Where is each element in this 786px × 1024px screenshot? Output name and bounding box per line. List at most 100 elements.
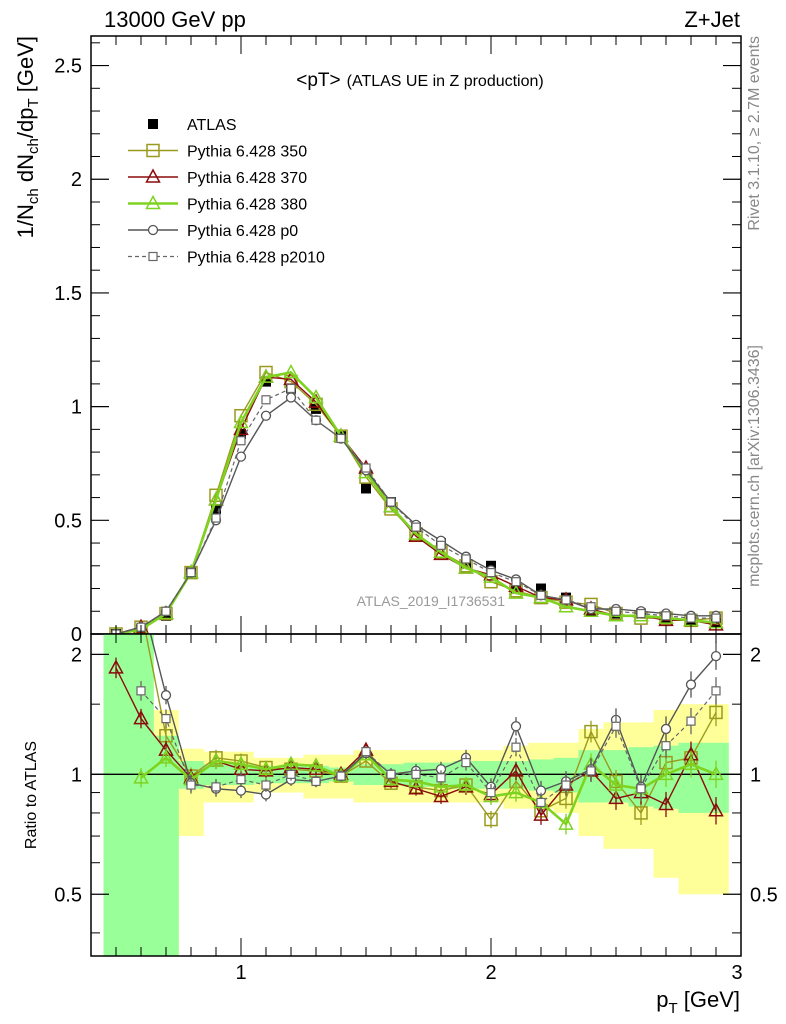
ratio-y-tick-label: 0.5 [54, 884, 82, 906]
legend-marker [145, 194, 161, 210]
ratio-point [536, 797, 546, 808]
ratio-point [511, 742, 521, 752]
ratio-point [584, 724, 598, 739]
ratio-point [408, 780, 424, 795]
ratio-point [158, 749, 174, 764]
x-tick-label: 3 [731, 962, 742, 984]
ratio-point [261, 780, 271, 790]
legend-label: Pythia 6.428 380 [187, 197, 307, 214]
main-point [233, 413, 249, 429]
ratio-point [561, 780, 571, 790]
y-tick-label: 0.5 [54, 510, 82, 532]
legend-label: Pythia 6.428 350 [187, 144, 307, 161]
ratio-point [137, 592, 146, 601]
ratio-point [135, 603, 147, 615]
ratio-point [484, 812, 498, 827]
legend-entry: ATLAS [148, 117, 237, 134]
ratio-point [361, 747, 371, 757]
ratio-point [510, 721, 522, 732]
side-label-mcplots: mcplots.cern.ch [arXiv:1306.3436] [746, 345, 763, 587]
ratio-point [708, 802, 724, 817]
uncertainty-band-green [103, 634, 129, 956]
ratio-point [508, 783, 524, 799]
ratio-point [661, 741, 671, 751]
main-title: <pT> (ATLAS UE in Z production) [296, 70, 543, 91]
main-point [285, 392, 297, 403]
legend-marker [147, 224, 159, 236]
main-point [458, 559, 474, 574]
main-point [361, 463, 371, 473]
header-observable: Z+Jet [684, 7, 740, 32]
ratio-point [160, 690, 172, 701]
main-point [586, 602, 596, 612]
ratio-point [611, 721, 621, 731]
ratio-point [136, 686, 146, 696]
main-point [408, 525, 424, 540]
legend: ATLAS Pythia 6.428 350 Pythia 6.428 370 Pyt… [128, 117, 325, 267]
main-point [411, 522, 421, 532]
uncertainty-band-green [153, 735, 179, 956]
ratio-point [236, 775, 246, 785]
ratio-point [311, 776, 321, 786]
main-point [208, 491, 224, 506]
ratio-point [461, 758, 471, 768]
ratio-panel: 0.5 0.5 1 1 2 2 1 2 3 Ratio to ATLAS pT [GeV] [23, 592, 778, 1017]
ratio-y-tick-label-right: 1 [750, 764, 761, 786]
main-point [311, 403, 321, 414]
main-point [558, 598, 574, 613]
ratio-point [683, 755, 699, 770]
x-tick-label: 1 [235, 962, 246, 984]
ratio-point [133, 710, 149, 725]
ratio-point [433, 778, 449, 793]
main-point [236, 436, 246, 446]
x-tick-label: 2 [485, 962, 496, 984]
ratio-point [658, 795, 674, 811]
ratio-point [336, 771, 346, 781]
legend-label: Pythia 6.428 p0 [187, 223, 298, 240]
main-point [283, 363, 299, 379]
main-point [461, 554, 471, 564]
ratio-point [711, 686, 721, 696]
ratio-series-4 [136, 677, 721, 813]
ratio-point [235, 785, 247, 796]
main-point [261, 395, 271, 405]
ratio-point [709, 705, 723, 720]
y-tick-label: 1 [71, 397, 82, 419]
ratio-point [258, 760, 274, 775]
main-point [161, 606, 171, 616]
main-point [561, 595, 571, 605]
ratio-point [133, 769, 149, 784]
y-tick-label: 2.5 [54, 56, 82, 78]
legend-label: Pythia 6.428 p2010 [187, 250, 325, 267]
ratio-y-tick-label-right: 0.5 [750, 884, 778, 906]
ratio-point [508, 762, 524, 777]
ratio-point [710, 650, 722, 662]
ratio-point [408, 772, 424, 788]
ratio-point [411, 769, 421, 779]
legend-label: Pythia 6.428 370 [187, 170, 307, 187]
main-point [511, 583, 521, 594]
main-point [361, 483, 371, 494]
ratio-y-axis-label: Ratio to ATLAS [23, 741, 40, 849]
main-point [611, 606, 621, 616]
main-point [233, 420, 249, 436]
legend-marker [148, 119, 158, 129]
legend-entry: Pythia 6.428 p0 [128, 223, 298, 240]
main-point [636, 608, 646, 619]
ratio-point [686, 716, 696, 726]
main-point [386, 497, 396, 507]
legend-marker [146, 143, 160, 158]
main-point [433, 543, 449, 558]
main-point [686, 613, 696, 623]
main-point [311, 415, 321, 425]
ratio-point [636, 784, 646, 794]
ratio-point [634, 806, 648, 820]
main-point [211, 513, 221, 523]
ratio-point [608, 789, 624, 805]
ratio-point [533, 806, 549, 821]
x-axis-label: pT [GeV] [656, 987, 740, 1017]
legend-marker [145, 168, 161, 183]
legend-label: ATLAS [187, 117, 237, 134]
ratio-point [308, 757, 324, 772]
